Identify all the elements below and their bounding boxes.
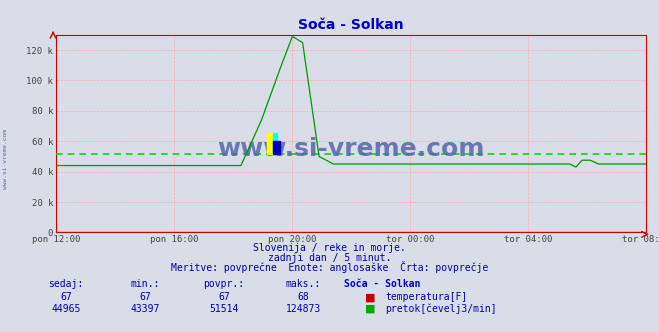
Text: 67: 67: [139, 292, 151, 302]
Text: temperatura[F]: temperatura[F]: [386, 292, 468, 302]
Text: 43397: 43397: [130, 304, 159, 314]
Text: 67: 67: [60, 292, 72, 302]
Text: pretok[čevelj3/min]: pretok[čevelj3/min]: [386, 303, 497, 314]
Text: ■: ■: [365, 304, 376, 314]
Text: Soča - Solkan: Soča - Solkan: [344, 279, 420, 289]
Text: zadnji dan / 5 minut.: zadnji dan / 5 minut.: [268, 253, 391, 263]
Title: Soča - Solkan: Soča - Solkan: [298, 18, 404, 32]
Text: 51514: 51514: [210, 304, 239, 314]
Text: sedaj:: sedaj:: [48, 279, 84, 289]
Text: min.:: min.:: [130, 279, 159, 289]
Text: Slovenija / reke in morje.: Slovenija / reke in morje.: [253, 243, 406, 253]
Bar: [267, 133, 273, 154]
Bar: [273, 133, 277, 154]
Text: povpr.:: povpr.:: [204, 279, 244, 289]
Text: 68: 68: [297, 292, 309, 302]
Text: 44965: 44965: [51, 304, 80, 314]
Text: ■: ■: [365, 292, 376, 302]
Text: Meritve: povprečne  Enote: anglosaške  Črta: povprečje: Meritve: povprečne Enote: anglosaške Črt…: [171, 261, 488, 273]
Text: www.si-vreme.com: www.si-vreme.com: [3, 129, 8, 189]
Text: 67: 67: [218, 292, 230, 302]
Text: 124873: 124873: [285, 304, 321, 314]
Bar: [273, 141, 280, 154]
Text: www.si-vreme.com: www.si-vreme.com: [217, 137, 484, 161]
Text: maks.:: maks.:: [285, 279, 321, 289]
